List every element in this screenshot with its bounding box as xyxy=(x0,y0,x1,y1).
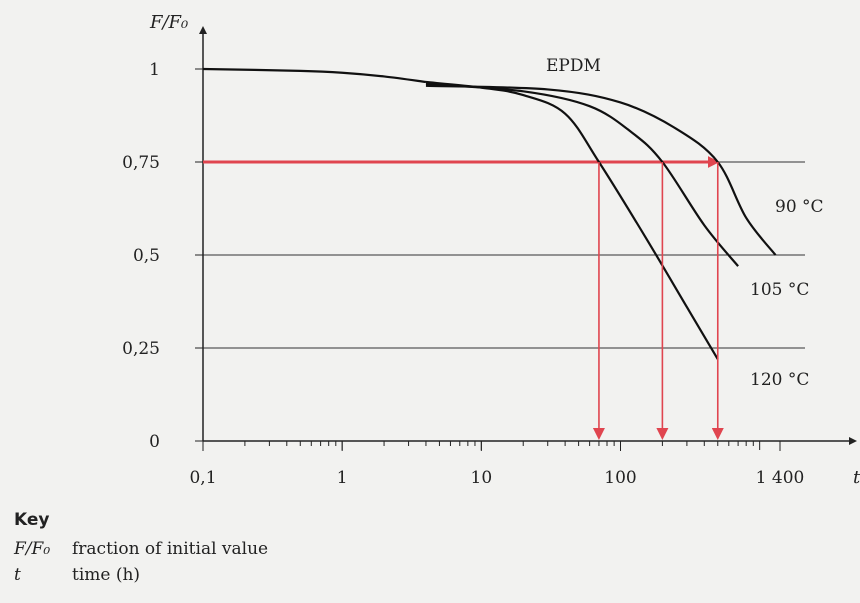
key-symbol: F/F₀ xyxy=(14,539,51,559)
key-section: Key F/F₀ fraction of initial value t tim… xyxy=(14,510,268,588)
key-item: F/F₀ fraction of initial value xyxy=(14,536,268,562)
series-label: 120 °C xyxy=(750,370,809,390)
series-line xyxy=(425,84,777,256)
series-line xyxy=(425,80,719,360)
y-axis-label: F/F₀ xyxy=(149,12,188,33)
x-tick-label: 10 xyxy=(471,468,493,488)
y-tick-label: 1 xyxy=(149,60,160,80)
y-tick-label: 0,25 xyxy=(122,339,160,359)
x-tick-label: 1 400 xyxy=(756,468,805,488)
series-line xyxy=(425,82,739,267)
y-tick-label: 0 xyxy=(149,432,160,452)
key-description: fraction of initial value xyxy=(72,539,269,559)
y-tick-label: 0,75 xyxy=(122,153,160,173)
series-label: 105 °C xyxy=(750,280,809,300)
y-tick-label: 0,5 xyxy=(133,246,160,266)
key-description: time (h) xyxy=(72,565,141,585)
aging-chart: 0 0,25 0,5 0,75 1 0,1 1 10 100 1 400 F/F₀ t EPDM 120 … xyxy=(122,12,860,488)
x-tick-label: 0,1 xyxy=(189,468,216,488)
material-label: EPDM xyxy=(546,56,601,76)
series-label: 90 °C xyxy=(775,197,824,217)
key-item: t time (h) xyxy=(14,562,268,588)
curve-common xyxy=(202,67,427,84)
key-title: Key xyxy=(14,510,50,530)
x-tick-label: 1 xyxy=(337,468,348,488)
x-tick-label: 100 xyxy=(604,468,636,488)
x-axis-label: t xyxy=(853,467,860,488)
key-symbol: t xyxy=(14,565,21,585)
